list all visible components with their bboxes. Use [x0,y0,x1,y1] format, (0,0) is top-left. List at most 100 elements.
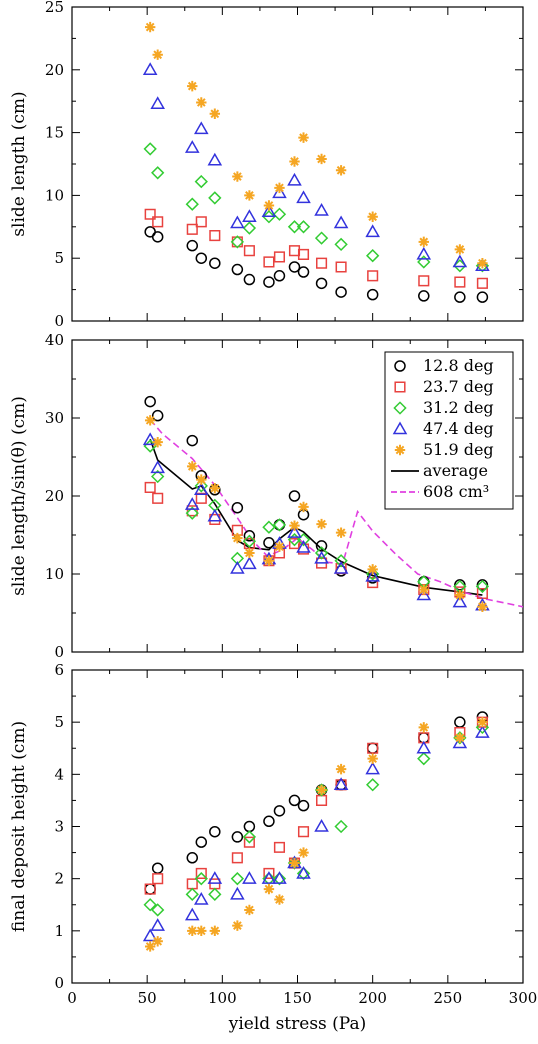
data-point [314,202,329,216]
data-point [262,520,276,534]
data-point [418,236,429,248]
data-point [186,878,198,890]
data-point [207,152,223,166]
data-point [417,752,431,766]
y-axis-label: slide length (cm) [9,91,29,236]
y-tick-label: 4 [54,765,64,783]
data-point [142,62,158,76]
data-point [231,852,243,864]
data-point [209,257,221,269]
data-point [261,204,277,217]
data-point [261,871,277,884]
data-point [232,920,243,931]
data-point [144,481,156,493]
data-point [194,479,208,493]
data-point [333,561,349,574]
data-point [476,277,488,289]
data-point [272,872,287,886]
y-tick-label: 20 [45,487,64,505]
data-point [142,928,158,942]
data-point [144,21,156,33]
data-point [452,254,468,268]
data-point [143,142,157,156]
data-point [185,887,199,901]
y-tick-label: 10 [45,186,64,204]
data-point [298,132,309,143]
data-point [263,537,275,549]
plot-frame [71,669,524,984]
data-point [365,761,380,775]
data-point [193,482,209,496]
data-point [152,492,164,504]
data-point [196,474,207,485]
data-point [195,836,208,848]
legend-label: 47.4 deg [423,419,494,438]
legend-label: 12.8 deg [423,356,494,375]
x-tick-label: 250 [434,989,463,1007]
data-point [314,783,329,797]
data-point [187,80,198,92]
data-point [316,257,328,269]
data-point [231,524,243,536]
data-point [231,263,244,276]
x-tick-label: 300 [509,989,538,1007]
data-point [297,248,310,260]
data-point [263,555,275,566]
data-point [367,742,379,754]
y-tick-label: 1 [54,922,64,940]
data-point [367,564,378,575]
data-point [242,871,257,884]
data-point [298,847,309,858]
data-point [196,925,207,937]
data-point [272,518,287,532]
data-point [242,221,257,235]
data-point [263,256,275,268]
data-point [187,461,198,472]
data-point [144,395,156,408]
data-point [287,220,302,234]
y-tick-label: 25 [45,0,64,16]
data-point [207,508,223,522]
data-point [186,223,198,235]
panel-normalized-slide-length: 0 10 20 30 40 slide length/sin(θ) (cm) 12.8 de… [9,331,524,661]
data-point [209,825,221,838]
legend-marker [394,444,406,456]
data-point [296,190,311,204]
y-axis-label: final deposit height (cm) [9,721,29,932]
data-point [242,534,257,548]
data-point [143,898,157,912]
data-point [208,191,222,205]
data-point [316,794,328,806]
data-point [367,270,379,282]
data-point [272,207,287,221]
data-point [184,497,200,510]
legend-label: average [423,461,488,480]
data-point [231,831,244,843]
data-point [263,815,275,828]
data-point [366,778,380,792]
data-point [152,216,164,228]
data-point [152,873,164,885]
data-point [454,716,466,728]
data-point [263,883,275,895]
data-point [209,108,221,119]
data-point [263,276,275,288]
data-point [186,852,199,864]
data-point [242,556,257,570]
data-point [151,166,165,180]
data-point [242,830,257,844]
data-point [288,794,301,807]
data-point [142,432,158,446]
data-point [243,836,255,848]
data-point [152,436,163,448]
data-point [243,245,255,257]
data-point [477,601,488,612]
data-point [195,252,208,264]
data-point [231,501,244,514]
data-point [243,538,255,550]
data-point [207,871,223,884]
data-point [366,742,379,754]
data-point [289,857,300,869]
data-point [186,239,199,252]
y-tick-label: 0 [54,643,64,661]
